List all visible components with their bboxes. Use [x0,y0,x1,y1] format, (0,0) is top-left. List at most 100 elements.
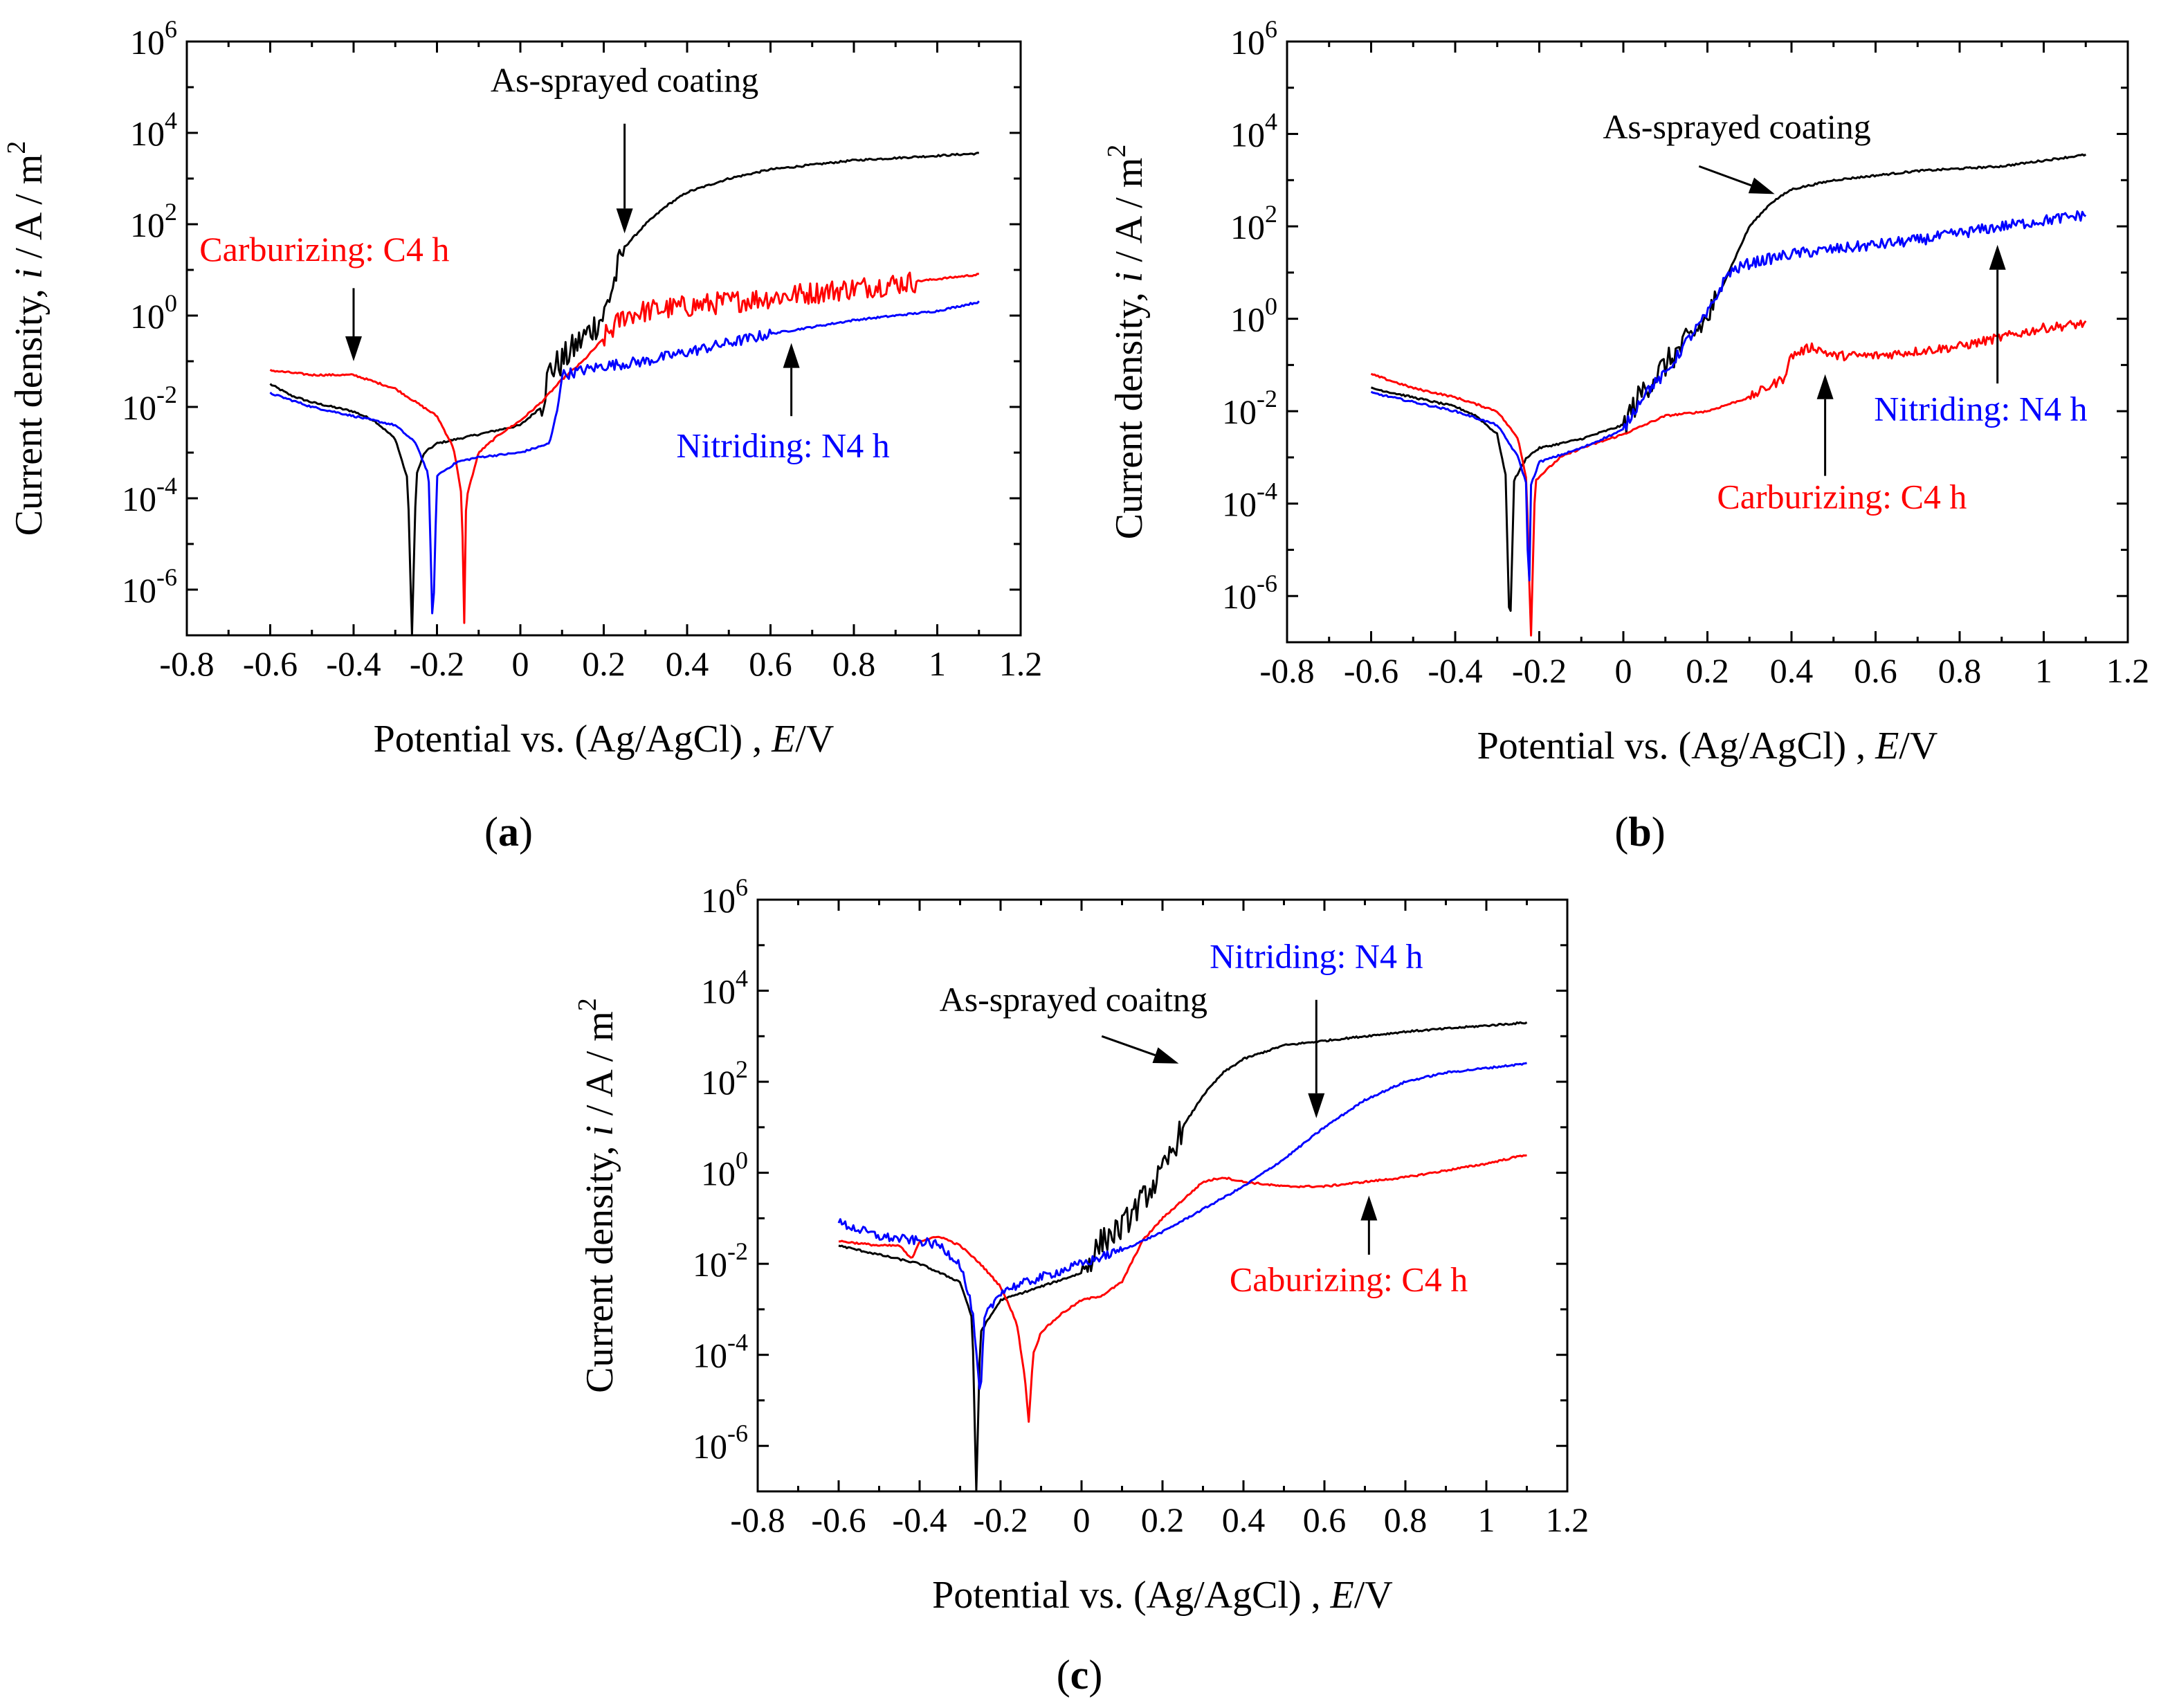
panel-c-y-tick-base: 10 [701,881,736,920]
panel-c-y-tick-exp: -2 [727,1237,748,1265]
panel-b-y-tick-label: 100 [1230,293,1277,339]
panel-a-x-tick-label: 0.2 [582,644,626,683]
panel-a-y-tick-base: 10 [122,480,156,518]
panel-c-panel-paren-close: ) [1088,1652,1102,1698]
panel-c-annotation-arrowhead-icon [1308,1093,1324,1118]
panel-b-x-tick-label: 0 [1615,651,1632,690]
panel-c-x-tick-label: -0.4 [892,1500,947,1539]
panel-a-annotation-arrowhead-icon [345,336,362,361]
panel-a-x-tick-label: 0.8 [832,644,876,683]
panel-c-y-tick-base: 10 [701,972,736,1011]
panel-a-y-tick-base: 10 [130,23,165,62]
panel-b-x-axis-label-text: Potential vs. (Ag/AgCl) , [1477,725,1876,767]
panel-c-y-tick-label: 102 [701,1055,748,1102]
panel-b-x-tick-label: 0.2 [1686,651,1729,690]
panel-a-panel-label: (a) [484,809,533,855]
panel-c-y-axis-label: Current density, i / A / m2 [573,998,621,1393]
panel-c-x-tick-label: -0.8 [730,1500,785,1539]
panel-a-y-tick-label: 106 [130,15,177,62]
panel-c-series-nitriding-line [839,1063,1527,1389]
panel-a-annotation-arrowhead-icon [617,208,633,233]
panel-b-annotation-arrow [1699,166,1751,185]
panel-a-y-tick-base: 10 [130,114,165,153]
panel-b-y-tick-exp: 6 [1265,15,1277,43]
panel-c-y-tick-label: 104 [701,965,748,1011]
panel-b-y-tick-base: 10 [1230,116,1265,154]
panel-b-x-tick-label: -0.2 [1512,651,1567,690]
panel-b-y-tick-base: 10 [1222,577,1257,616]
panel-c-x-axis-label-unit: /V [1354,1574,1393,1617]
panel-c-annotation-arrowhead-icon [1152,1047,1178,1063]
panel-b-y-tick-exp: -4 [1257,478,1277,505]
panel-a-y-tick-exp: 2 [165,198,177,226]
panel-a-y-tick-exp: 4 [165,107,177,134]
panel-b-y-tick-exp: -2 [1257,385,1277,412]
panel-c-y-tick-base: 10 [693,1336,727,1375]
panel-c-x-tick-label: 0.4 [1222,1500,1266,1539]
panel-a-annotation-label: As-sprayed coating [491,61,758,100]
panel-c-y-tick-base: 10 [693,1427,727,1466]
panel-c-y-tick-base: 10 [693,1245,727,1284]
panel-b-panel-paren-open: ( [1614,809,1628,855]
panel-b-x-tick-label: -0.6 [1344,651,1398,690]
panel-a-y-tick-base: 10 [130,206,165,244]
panel-b-y-tick-exp: 0 [1265,293,1277,320]
panel-a-y-axis-label-var: i [8,269,51,280]
panel-c-y-tick-label: 100 [701,1147,748,1193]
panel-c-x-axis-label: Potential vs. (Ag/AgCl) , E/V [932,1574,1393,1617]
panel-c-y-tick-exp: 4 [736,965,748,992]
panel-c-annotation-label: As-sprayed coaitng [940,980,1207,1019]
panel-a-x-axis-label-var: E [771,718,795,761]
panel-a-y-tick-exp: 0 [165,289,177,317]
panel-a-y-tick-base: 10 [122,388,156,427]
panel-c-x-tick-label: 0 [1073,1500,1091,1539]
panel-c-x-tick-label: 0.6 [1303,1500,1347,1539]
panel-a: -0.8 -0.6 -0.4 -0.2 0 0.2 0.4 0.6 0.8 1 1.21061041… [2,15,1042,855]
panel-c-panel-letter: c [1070,1652,1089,1698]
panel-c-x-tick-label: -0.2 [973,1500,1028,1539]
panel-c-panel-paren-open: ( [1057,1652,1070,1698]
panel-b-panel-letter: b [1628,809,1651,855]
panel-a-panel-paren-open: ( [484,809,498,855]
panel-b-y-tick-base: 10 [1230,300,1265,339]
panel-b-y-tick-label: 104 [1230,108,1277,154]
panel-b-y-axis-label-var: i [1108,272,1151,283]
panel-b-y-axis-label-pre: Current density, [1108,282,1151,539]
panel-a-annotation-label: Nitriding: N4 h [676,426,889,465]
panel-a-x-tick-label: 0 [512,644,529,683]
panel-b-x-axis-label: Potential vs. (Ag/AgCl) , E/V [1477,725,1938,767]
panel-a-y-axis-label: Current density, i / A / m2 [2,141,51,536]
panel-b-annotation-arrowhead-icon [1989,245,2006,270]
panel-b-y-axis-label-post: / A / m [1108,158,1151,272]
panel-b-y-tick-base: 10 [1222,485,1257,524]
panel-b-x-axis-label-var: E [1875,725,1899,767]
panel-c-y-axis-label-exp: 2 [573,998,602,1011]
panel-a-y-tick-base: 10 [122,571,156,610]
panel-c-y-tick-label: 106 [701,873,748,920]
panel-a-x-tick-label: -0.6 [243,644,298,683]
panel-c-y-tick-base: 10 [701,1063,736,1102]
panel-c-annotation-arrowhead-icon [1360,1196,1377,1221]
panel-c-x-tick-label: 0.8 [1384,1500,1428,1539]
panel-c-x-axis-label-var: E [1330,1574,1354,1617]
panel-c-annotation-label: Caburizing: C4 h [1230,1260,1468,1299]
panel-b-annotation-label: Carburizing: C4 h [1717,477,1967,516]
panel-a-y-tick-label: 10-6 [122,563,177,610]
panel-a-y-tick-exp: -4 [156,472,177,500]
panel-c-x-tick-label: -0.6 [811,1500,866,1539]
panel-a-y-tick-label: 10-2 [122,381,177,427]
panel-b: -0.8 -0.6 -0.4 -0.2 0 0.2 0.4 0.6 0.8 1 1.21061041… [1102,15,2149,855]
panel-b-y-tick-exp: 2 [1265,200,1277,228]
panel-c-y-tick-exp: -6 [727,1419,748,1447]
panel-c-y-tick-exp: 6 [736,873,748,901]
panel-c-y-tick-exp: -4 [727,1329,748,1356]
panel-b-x-tick-label: 0.4 [1770,651,1814,690]
panel-b-x-tick-label: -0.4 [1428,651,1482,690]
panel-b-y-tick-label: 10-6 [1222,570,1277,616]
panel-b-annotation-label: As-sprayed coating [1603,107,1870,146]
panel-a-panel-letter: a [498,809,519,855]
panel-a-y-tick-exp: 6 [165,15,177,43]
panel-b-x-axis-label-unit: /V [1899,725,1938,767]
panel-c-panel-label: (c) [1057,1652,1103,1698]
panel-b-annotation-label: Nitriding: N4 h [1874,390,2087,428]
